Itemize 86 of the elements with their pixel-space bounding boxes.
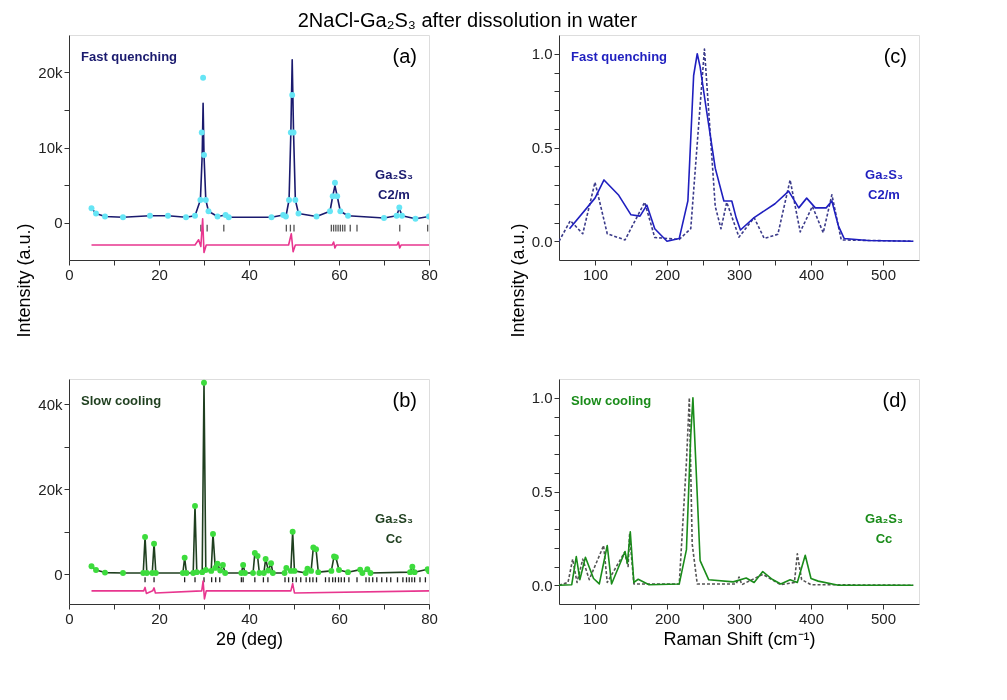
x-tick-label: 0 bbox=[65, 609, 74, 627]
line-series bbox=[90, 580, 429, 600]
x-tick-label: 200 bbox=[654, 609, 681, 627]
point bbox=[202, 197, 209, 203]
point bbox=[192, 212, 198, 219]
point bbox=[268, 214, 275, 221]
x-tick-label: 200 bbox=[654, 265, 681, 283]
annotation: Cc bbox=[385, 530, 403, 546]
point bbox=[337, 208, 344, 215]
point bbox=[331, 179, 338, 186]
annotation: (d) bbox=[882, 389, 907, 411]
annotation: Ga₂S₃ bbox=[865, 166, 903, 182]
annotation: (c) bbox=[883, 45, 907, 67]
x-tick-label: 500 bbox=[870, 265, 897, 283]
x-tick-label: 80 bbox=[421, 265, 438, 283]
x-tick-label: 40 bbox=[241, 265, 258, 283]
point bbox=[396, 204, 403, 211]
point bbox=[286, 197, 293, 203]
chart-title: 2NaCl-Ga₂S₃ after dissolution in water bbox=[297, 8, 638, 31]
y-tick-label: 20k bbox=[38, 480, 63, 498]
point bbox=[295, 210, 302, 217]
y-tick-label: 1.0 bbox=[531, 45, 553, 63]
x-tick-label: 400 bbox=[798, 265, 825, 283]
x-tick-label: 20 bbox=[151, 609, 168, 627]
annotation: C2/m bbox=[378, 186, 410, 202]
y-tick-label: 40k bbox=[38, 395, 63, 413]
point bbox=[292, 197, 299, 203]
point bbox=[165, 212, 171, 219]
point bbox=[120, 214, 126, 221]
y-tick-label: 0 bbox=[54, 565, 63, 583]
point bbox=[88, 205, 95, 212]
y-axis-title: Intensity (a.u.) bbox=[507, 223, 528, 338]
point bbox=[313, 213, 320, 220]
point bbox=[393, 212, 400, 219]
x-tick-label: 300 bbox=[726, 265, 753, 283]
x-tick-label: 100 bbox=[582, 609, 609, 627]
annotation: (a) bbox=[392, 45, 417, 67]
point bbox=[147, 212, 153, 219]
point bbox=[334, 193, 341, 200]
annotation: Fast quenching bbox=[81, 49, 178, 64]
x-axis-title: Raman Shift (cm⁻¹) bbox=[663, 628, 816, 649]
y-axis-title: Intensity (a.u.) bbox=[14, 223, 35, 338]
line-series bbox=[90, 217, 429, 254]
x-tick-label: 80 bbox=[421, 609, 438, 627]
y-tick-label: 0.5 bbox=[531, 483, 553, 500]
point bbox=[197, 197, 204, 203]
x-tick-label: 0 bbox=[65, 265, 74, 283]
y-tick-label: 0.0 bbox=[531, 232, 553, 250]
point bbox=[183, 214, 189, 221]
point bbox=[399, 212, 405, 219]
point bbox=[205, 208, 212, 215]
point bbox=[345, 212, 351, 219]
point bbox=[289, 92, 296, 98]
point bbox=[200, 74, 207, 81]
x-tick-label: 500 bbox=[870, 609, 897, 627]
point bbox=[381, 215, 387, 221]
annotation: C2/m bbox=[868, 186, 900, 202]
annotation: Ga₂S₃ bbox=[375, 166, 413, 182]
x-tick-label: 300 bbox=[726, 609, 753, 627]
x-tick-label: 20 bbox=[151, 265, 168, 283]
y-tick-label: 10k bbox=[38, 139, 63, 156]
y-tick-label: 0.0 bbox=[531, 576, 553, 594]
annotation: Ga₂S₃ bbox=[375, 510, 413, 526]
y-tick-label: 0.5 bbox=[531, 139, 553, 156]
point bbox=[201, 152, 207, 158]
point bbox=[412, 215, 419, 222]
point bbox=[198, 129, 205, 136]
x-tick-label: 60 bbox=[331, 265, 348, 283]
annotation: Slow cooling bbox=[81, 393, 162, 408]
x-tick-label: 400 bbox=[798, 609, 825, 627]
annotation: Slow cooling bbox=[571, 393, 652, 408]
point bbox=[214, 213, 221, 220]
y-tick-label: 1.0 bbox=[531, 389, 553, 407]
point bbox=[93, 210, 99, 217]
annotation: Ga₂S₃ bbox=[865, 510, 903, 526]
annotation: Cc bbox=[875, 530, 893, 546]
point bbox=[327, 208, 333, 215]
x-tick-label: 60 bbox=[331, 609, 348, 627]
annotation: (b) bbox=[392, 389, 417, 411]
y-tick-label: 20k bbox=[38, 64, 63, 81]
annotation: Fast quenching bbox=[571, 49, 668, 64]
x-axis-title: 2θ (deg) bbox=[215, 628, 284, 649]
x-tick-label: 100 bbox=[582, 265, 609, 283]
x-tick-label: 40 bbox=[241, 609, 258, 627]
y-tick-label: 0 bbox=[54, 214, 63, 231]
point bbox=[102, 213, 108, 220]
